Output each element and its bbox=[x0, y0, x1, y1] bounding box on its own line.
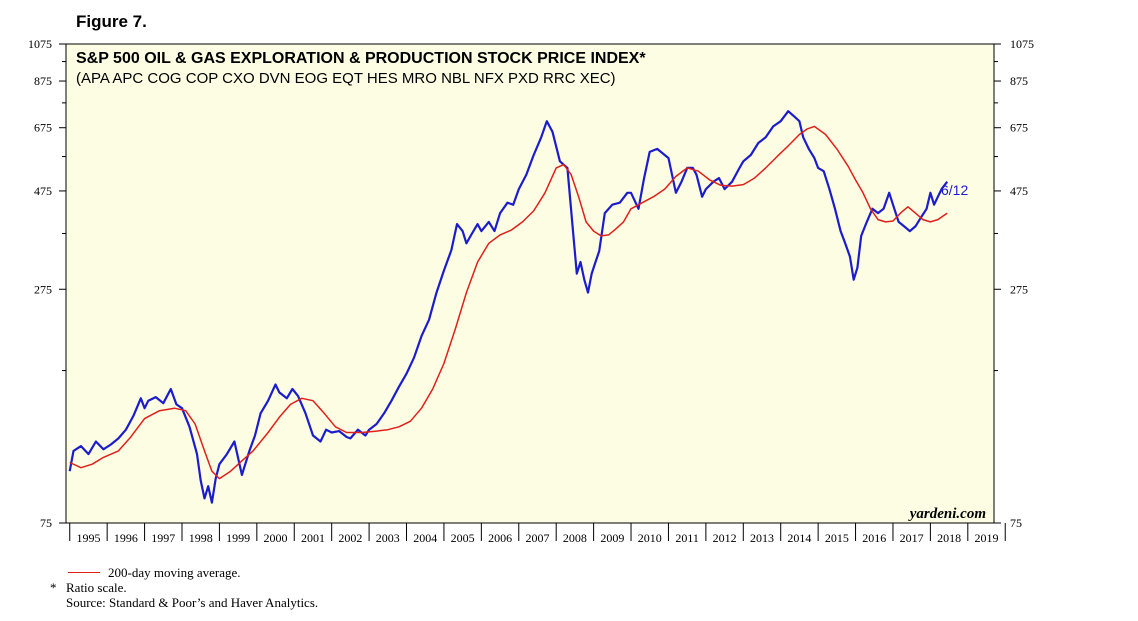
x-tick-label: 2018 bbox=[937, 531, 961, 545]
y-tick-label-left: 1075 bbox=[28, 37, 52, 51]
series-line-moving-average bbox=[69, 125, 948, 480]
x-tick-label: 2013 bbox=[750, 531, 774, 545]
x-tick-label: 2003 bbox=[376, 531, 400, 545]
chart-subtitle: (APA APC COG COP CXO DVN EOG EQT HES MRO… bbox=[76, 70, 616, 87]
legend-moving-average-label: 200-day moving average. bbox=[108, 565, 241, 580]
x-tick-label: 2005 bbox=[451, 531, 475, 545]
latest-date-label: 6/12 bbox=[941, 182, 968, 198]
x-tick-label: 2010 bbox=[638, 531, 662, 545]
series-group bbox=[68, 110, 949, 504]
y-axis-ticks: 75 75 275 275 475 475 675 675 875 875 1075 1075 bbox=[28, 37, 1034, 530]
chart-title: S&P 500 OIL & GAS EXPLORATION & PRODUCTI… bbox=[76, 50, 646, 67]
x-tick-label: 2006 bbox=[488, 531, 512, 545]
y-tick-label-right: 275 bbox=[1010, 282, 1028, 296]
x-tick-label: 2002 bbox=[338, 531, 362, 545]
y-tick-label-left: 875 bbox=[34, 74, 52, 88]
source-note: Source: Standard & Poor’s and Haver Anal… bbox=[66, 595, 319, 610]
moving-average-swatch bbox=[68, 572, 100, 573]
x-tick-label: 2014 bbox=[787, 531, 811, 545]
watermark: yardeni.com bbox=[908, 506, 986, 522]
y-tick-label-right: 75 bbox=[1010, 516, 1022, 530]
x-tick-label: 1997 bbox=[151, 531, 175, 545]
y-tick-label-left: 75 bbox=[40, 516, 52, 530]
x-axis-ticks: 1995 1996 1997 1998 1999 2000 2001 2002 2003 2004… bbox=[69, 523, 1006, 545]
series-line-index bbox=[68, 110, 949, 504]
x-tick-label: 2012 bbox=[713, 531, 737, 545]
x-tick-label: 2007 bbox=[525, 531, 549, 545]
y-tick-label-left: 475 bbox=[34, 184, 52, 198]
y-tick-label-right: 875 bbox=[1010, 74, 1028, 88]
x-tick-label: 2001 bbox=[301, 531, 325, 545]
x-tick-label: 1998 bbox=[189, 531, 213, 545]
x-tick-label: 2008 bbox=[563, 531, 587, 545]
x-tick-label: 2009 bbox=[600, 531, 624, 545]
footnote-star: * bbox=[50, 580, 57, 595]
figure-label: Figure 7. bbox=[76, 12, 147, 31]
x-tick-label: 1999 bbox=[226, 531, 250, 545]
x-tick-label: 1996 bbox=[114, 531, 138, 545]
y-tick-label-left: 275 bbox=[34, 282, 52, 296]
y-tick-label-left: 675 bbox=[34, 121, 52, 135]
chart: 75 75 275 275 475 475 675 675 875 875 1075 1075 199… bbox=[28, 37, 1034, 545]
x-tick-label: 2015 bbox=[825, 531, 849, 545]
x-tick-label: 2017 bbox=[900, 531, 924, 545]
x-tick-label: 1995 bbox=[76, 531, 100, 545]
y-tick-label-right: 1075 bbox=[1010, 37, 1034, 51]
plot-background bbox=[65, 43, 995, 524]
x-tick-label: 2011 bbox=[675, 531, 699, 545]
x-tick-label: 2004 bbox=[413, 531, 437, 545]
y-tick-label-right: 475 bbox=[1010, 184, 1028, 198]
x-tick-label: 2019 bbox=[975, 531, 999, 545]
ratio-scale-note: Ratio scale. bbox=[66, 580, 127, 595]
x-tick-label: 2016 bbox=[862, 531, 886, 545]
y-tick-label-right: 675 bbox=[1010, 121, 1028, 135]
x-tick-label: 2000 bbox=[264, 531, 288, 545]
